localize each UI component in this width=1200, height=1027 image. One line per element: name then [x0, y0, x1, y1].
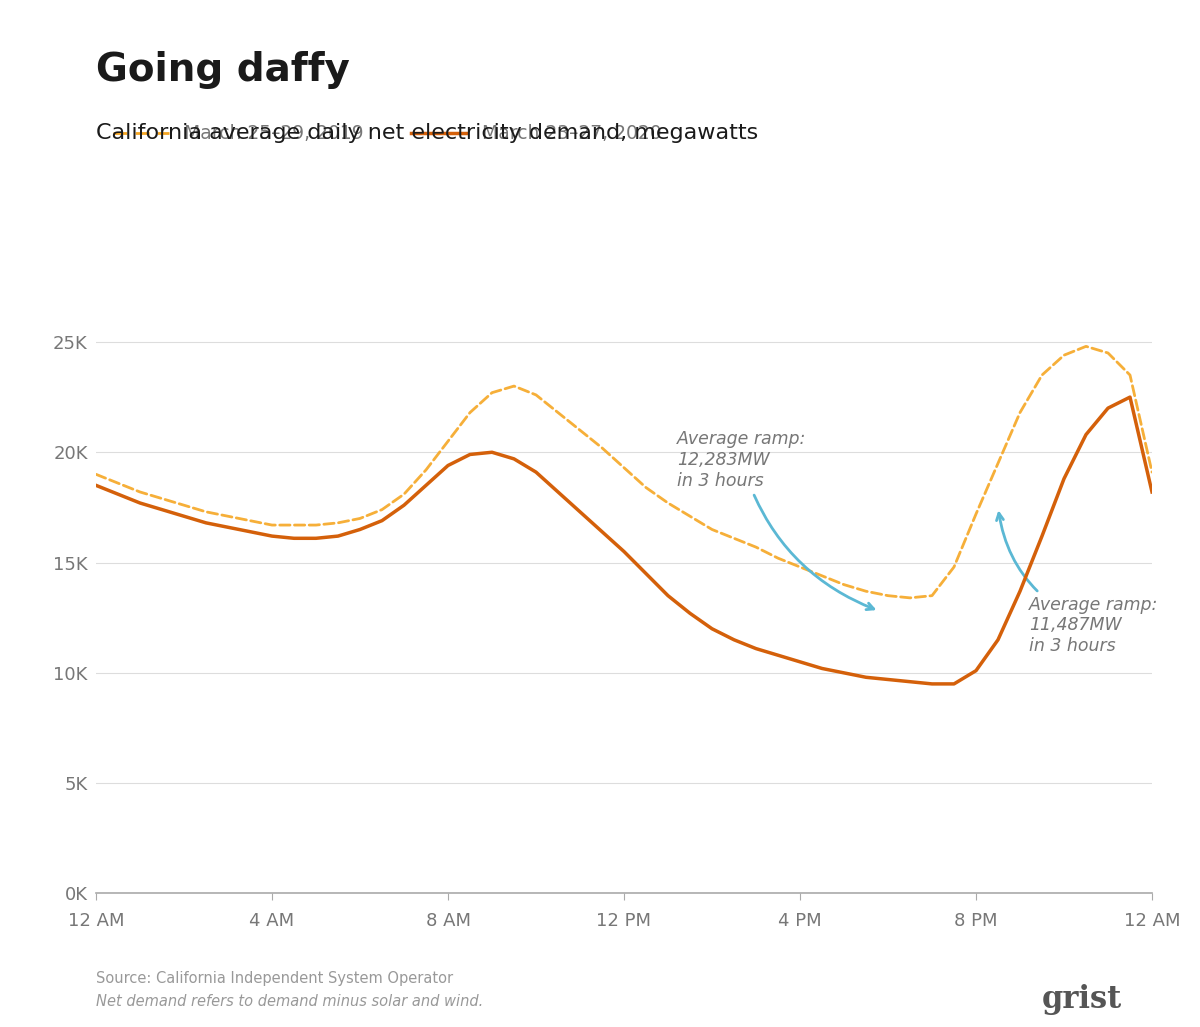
Legend: March 25–29, 2019, March 23–27, 2020: March 25–29, 2019, March 23–27, 2020	[106, 117, 670, 151]
Text: Average ramp:
11,487MW
in 3 hours: Average ramp: 11,487MW in 3 hours	[996, 514, 1158, 655]
Text: Average ramp:
12,283MW
in 3 hours: Average ramp: 12,283MW in 3 hours	[677, 430, 874, 610]
Text: Net demand refers to demand minus solar and wind.: Net demand refers to demand minus solar …	[96, 994, 484, 1010]
Text: California average daily net electricity demand, megawatts: California average daily net electricity…	[96, 123, 758, 143]
Text: Source: California Independent System Operator: Source: California Independent System Op…	[96, 971, 454, 986]
Text: Going daffy: Going daffy	[96, 51, 350, 89]
Text: grist: grist	[1042, 984, 1122, 1015]
